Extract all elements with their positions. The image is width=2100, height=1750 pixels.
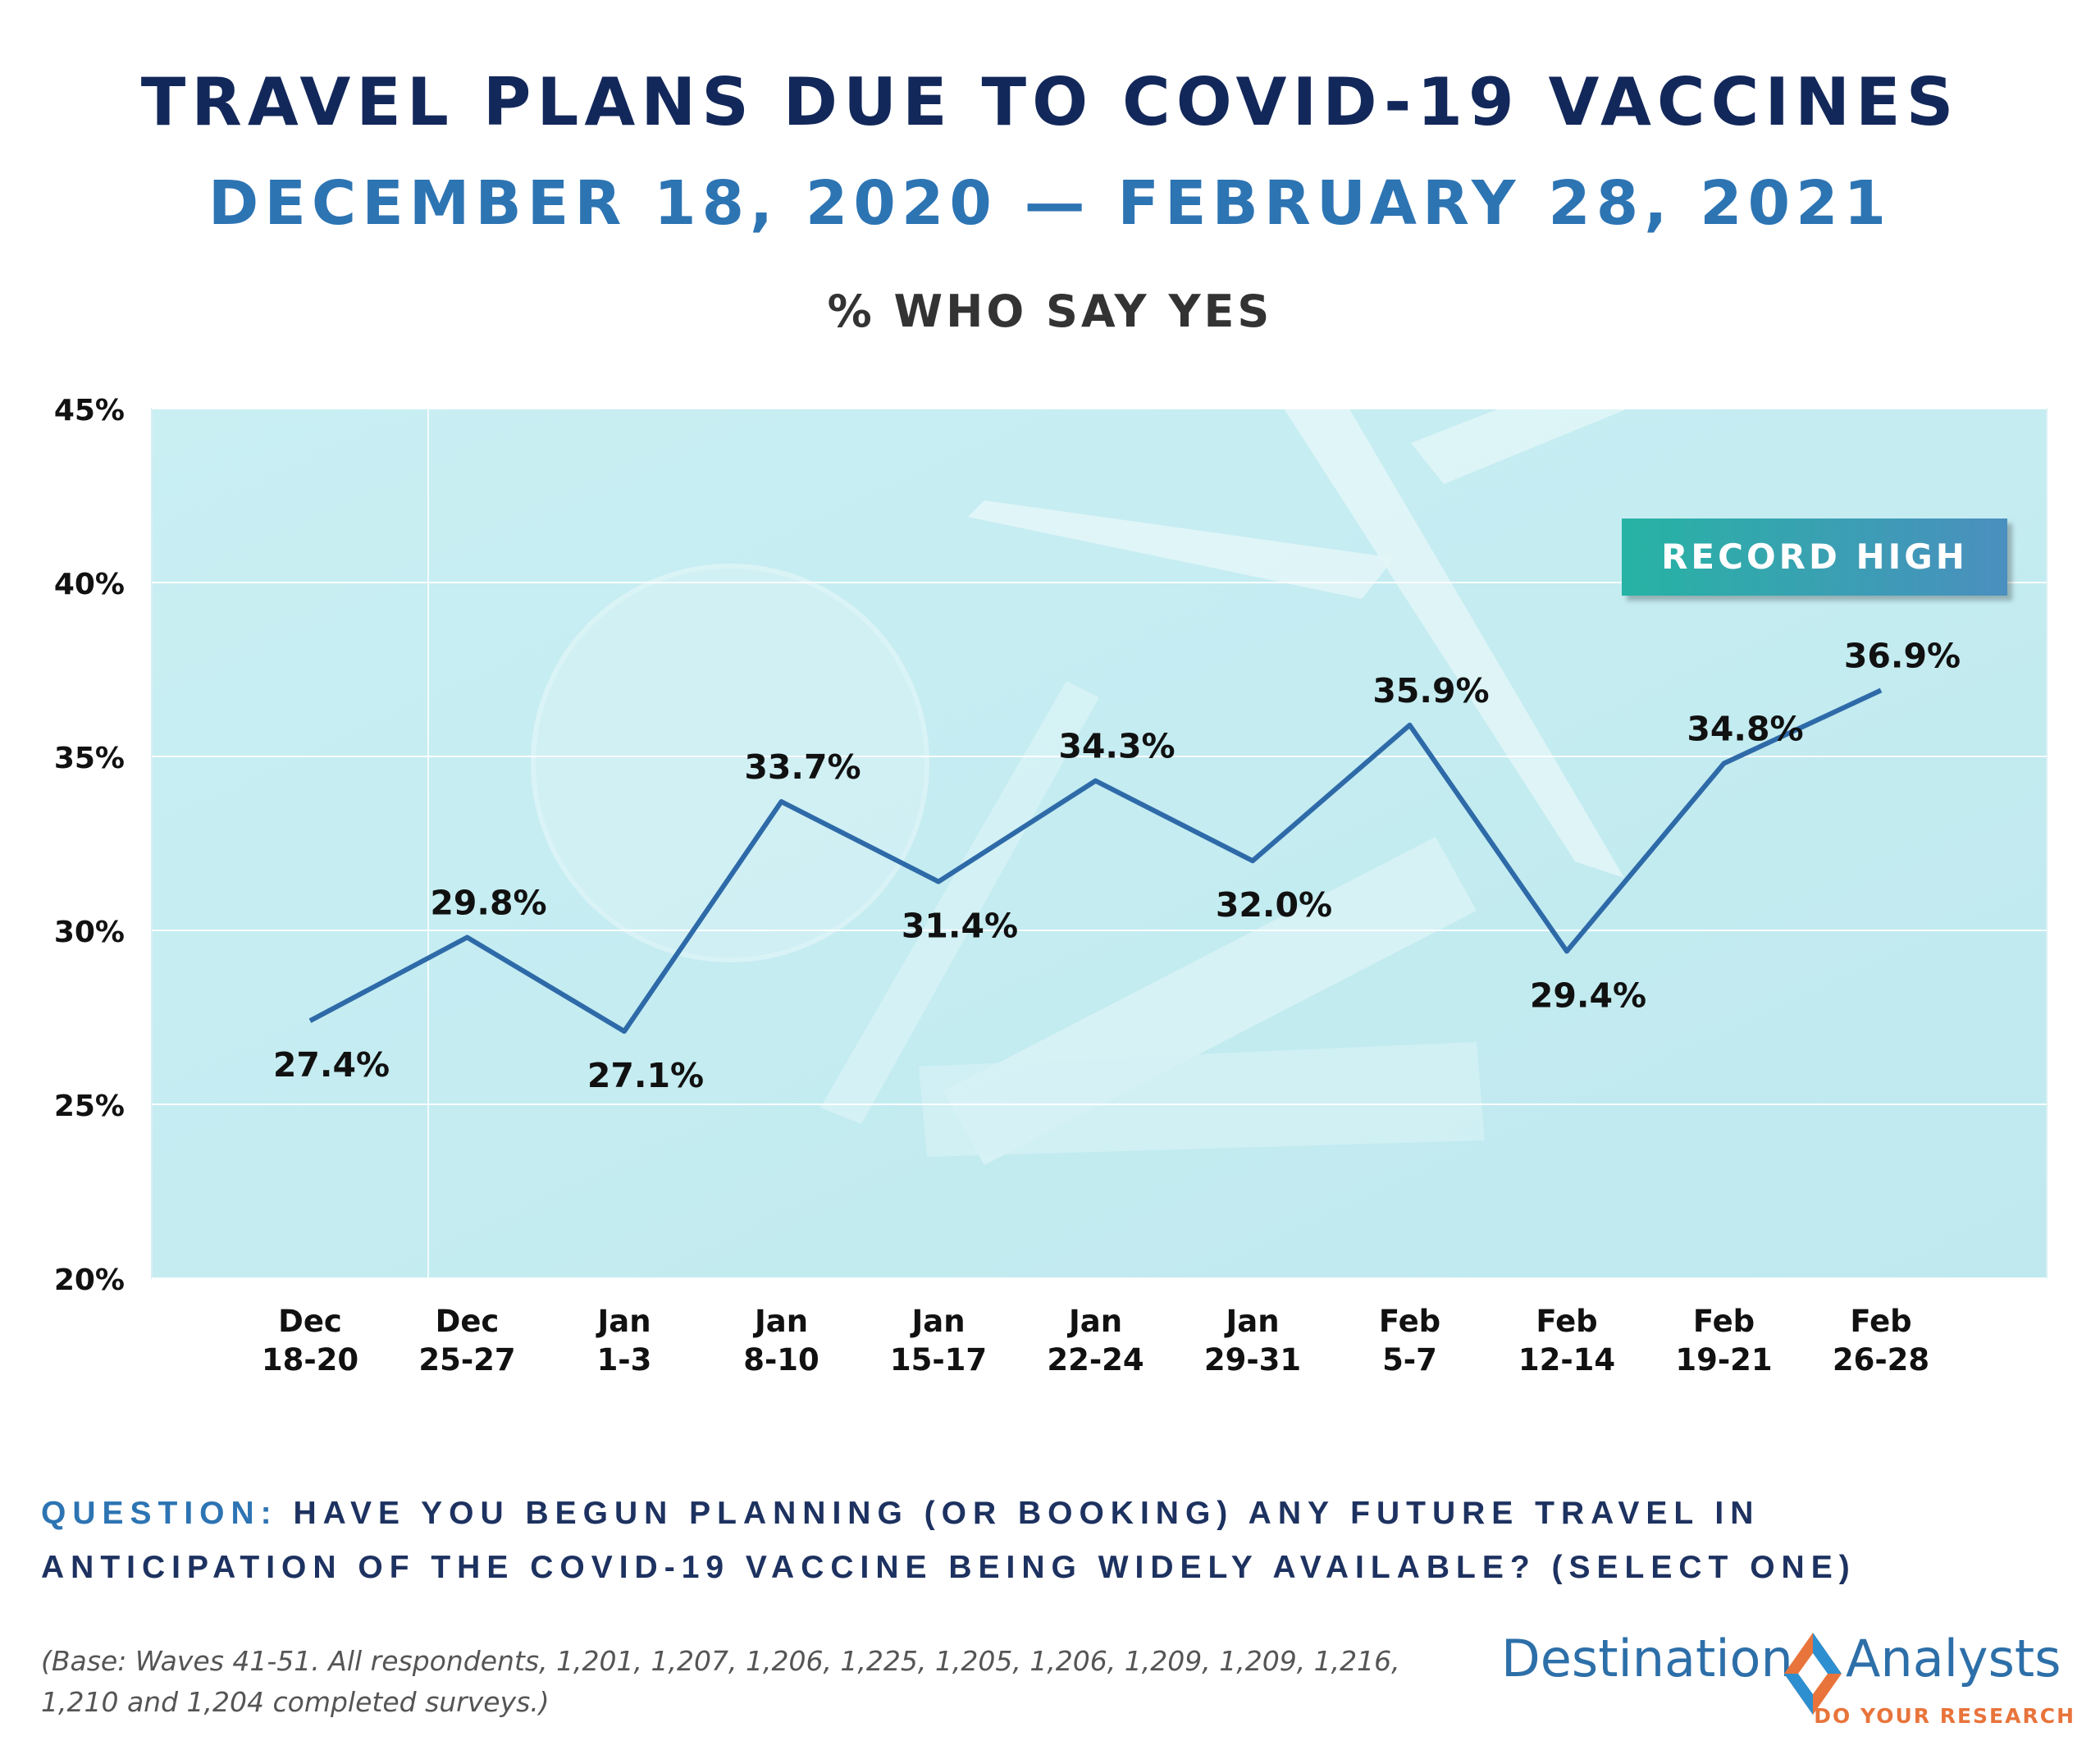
line-chart: 20%25%30%35%40%45% Dec18-20Dec25-27Jan1-… — [54, 369, 2048, 1378]
survey-question: QUESTION: HAVE YOU BEGUN PLANNING (OR BO… — [41, 1487, 2043, 1595]
x-tick-label: Jan — [752, 1304, 808, 1339]
x-tick-label: Jan — [909, 1304, 965, 1339]
base-note: (Base: Waves 41-51. All respondents, 1,2… — [41, 1645, 1400, 1718]
y-tick-label: 30% — [54, 916, 125, 949]
data-label: 31.4% — [902, 907, 1018, 946]
chart-title: TRAVEL PLANS DUE TO COVID-19 VACCINES — [140, 64, 1960, 140]
data-label: 27.4% — [273, 1045, 390, 1085]
x-tick-label: Feb — [1536, 1304, 1597, 1339]
gridlines — [152, 408, 2047, 1279]
record-high-badge: RECORD HIGH — [1622, 519, 2007, 596]
destination-analysts-logo: Destination Analysts DO YOUR RESEARCH — [1501, 1629, 2075, 1735]
x-tick-label: Dec — [278, 1304, 342, 1339]
x-tick-label: 22-24 — [1047, 1342, 1144, 1378]
y-tick-label: 20% — [54, 1263, 125, 1297]
x-tick-label: 29-31 — [1204, 1342, 1301, 1378]
x-tick-label: Feb — [1693, 1304, 1755, 1339]
logo-text-left: Destination — [1501, 1629, 1793, 1688]
y-tick-label: 25% — [54, 1090, 125, 1123]
x-tick-label: Jan — [1223, 1304, 1279, 1339]
x-tick-label: Jan — [1066, 1304, 1122, 1339]
x-tick-label: Feb — [1379, 1304, 1440, 1339]
data-label: 36.9% — [1844, 636, 1961, 675]
x-tick-label: 12-14 — [1518, 1342, 1615, 1378]
data-labels: 27.4% 29.8% 27.1% 33.7% 31.4% 34.3% 32.0% 35.9%… — [273, 636, 1961, 1095]
series-line — [308, 688, 1883, 1034]
logo-tagline: DO YOUR RESEARCH — [1814, 1704, 2075, 1728]
y-tick-label: 40% — [54, 568, 125, 601]
x-tick-label: 15-17 — [890, 1342, 987, 1378]
x-axis: Dec18-20Dec25-27Jan1-3Jan8-10Jan15-17Jan… — [262, 1304, 1929, 1378]
logo-text-right: Analysts — [1846, 1629, 2061, 1688]
x-tick-label: 19-21 — [1675, 1342, 1772, 1378]
x-tick-label: Dec — [436, 1304, 500, 1339]
x-tick-label: 5-7 — [1382, 1342, 1437, 1378]
x-tick-label: 25-27 — [418, 1342, 515, 1378]
x-tick-label: 8-10 — [743, 1342, 819, 1378]
data-label: 34.8% — [1687, 709, 1803, 748]
y-axis: 20% 25% 30% 35% 40% 45% — [54, 394, 125, 1297]
data-label: 35.9% — [1372, 671, 1489, 711]
question-text: HAVE YOU BEGUN PLANNING (OR BOOKING) ANY… — [41, 1496, 1856, 1585]
x-tick-label: 18-20 — [262, 1342, 358, 1378]
y-tick-label: 35% — [54, 742, 125, 775]
x-tick-label: Jan — [595, 1304, 651, 1339]
x-tick-label: 26-28 — [1833, 1342, 1929, 1378]
record-high-text: RECORD HIGH — [1661, 537, 1968, 577]
background-illustration — [531, 369, 1624, 1165]
metric-label: % WHO SAY YES — [827, 286, 1273, 337]
data-label: 29.4% — [1530, 976, 1646, 1015]
data-label: 34.3% — [1058, 727, 1175, 766]
logo-diamond-icon — [1784, 1633, 1842, 1715]
x-tick-label: Feb — [1850, 1304, 1911, 1339]
date-range-subtitle: DECEMBER 18, 2020 — FEBRUARY 28, 2021 — [208, 168, 1892, 239]
question-label: QUESTION: — [41, 1496, 278, 1531]
data-label: 32.0% — [1216, 885, 1332, 925]
y-tick-label: 45% — [54, 394, 125, 427]
x-tick-label: 1-3 — [597, 1342, 652, 1378]
data-label: 27.1% — [587, 1056, 704, 1095]
data-label: 33.7% — [744, 747, 861, 787]
data-label: 29.8% — [430, 883, 546, 922]
